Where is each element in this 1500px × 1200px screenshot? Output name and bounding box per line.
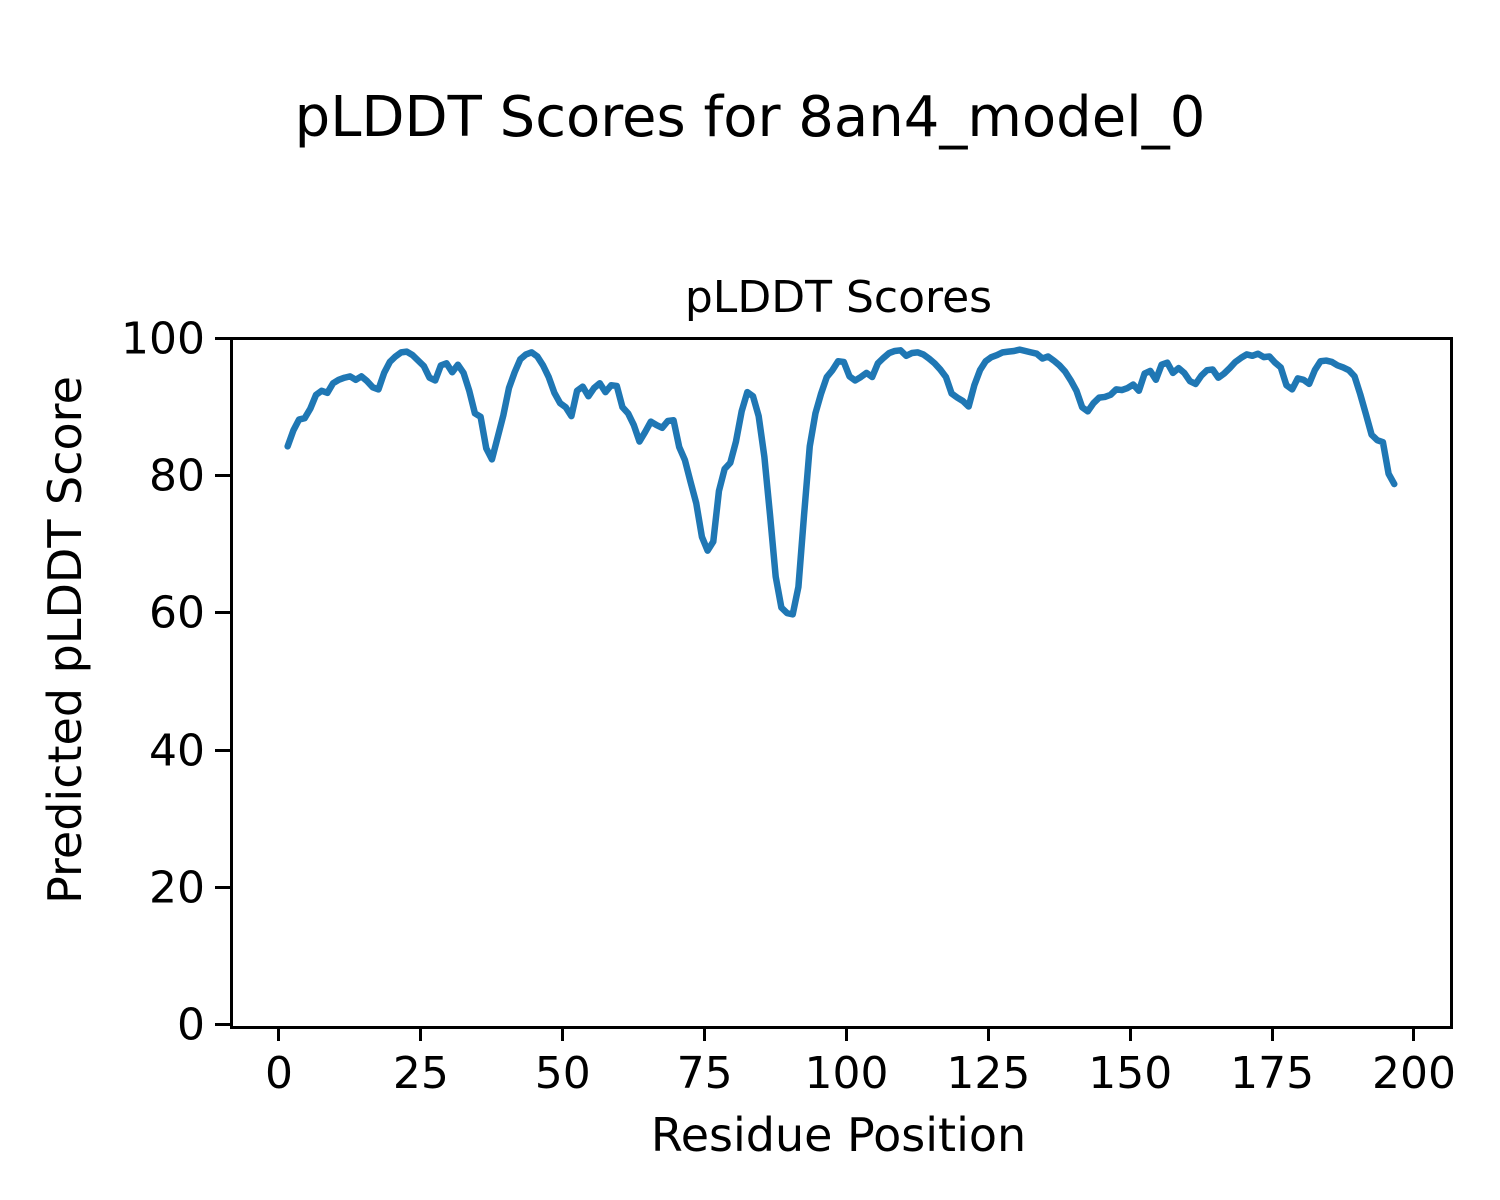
y-tick-mark bbox=[215, 748, 230, 752]
x-tick-mark bbox=[1128, 1026, 1132, 1041]
x-tick-label: 0 bbox=[264, 1048, 293, 1099]
x-tick-mark bbox=[703, 1026, 707, 1041]
x-tick-mark bbox=[1412, 1026, 1416, 1041]
x-axis-label: Residue Position bbox=[650, 1108, 1027, 1162]
x-tick-label: 200 bbox=[1371, 1048, 1456, 1099]
x-tick-mark bbox=[561, 1026, 565, 1041]
y-tick-label: 60 bbox=[149, 587, 205, 639]
x-tick-label: 75 bbox=[676, 1048, 733, 1099]
y-tick-label: 80 bbox=[149, 450, 205, 502]
y-tick-label: 0 bbox=[177, 999, 205, 1051]
x-tick-label: 125 bbox=[946, 1048, 1031, 1099]
plot-area bbox=[230, 337, 1453, 1029]
x-tick-label: 150 bbox=[1088, 1048, 1173, 1099]
x-tick-mark bbox=[986, 1026, 990, 1041]
x-tick-label: 25 bbox=[392, 1048, 449, 1099]
y-tick-mark bbox=[215, 611, 230, 615]
y-tick-mark bbox=[215, 474, 230, 478]
x-tick-mark bbox=[844, 1026, 848, 1041]
y-tick-mark bbox=[215, 885, 230, 889]
y-tick-label: 40 bbox=[149, 725, 205, 777]
x-tick-label: 175 bbox=[1230, 1048, 1315, 1099]
chart-title: pLDDT Scores bbox=[684, 272, 993, 323]
figure-title: pLDDT Scores for 8an4_model_0 bbox=[294, 85, 1206, 150]
x-tick-mark bbox=[277, 1026, 281, 1041]
y-tick-label: 20 bbox=[149, 862, 205, 914]
plddt-series-line bbox=[284, 346, 1398, 618]
x-tick-mark bbox=[1270, 1026, 1274, 1041]
x-tick-label: 100 bbox=[804, 1048, 889, 1099]
y-tick-mark bbox=[215, 337, 230, 340]
y-tick-mark bbox=[215, 1023, 230, 1026]
x-tick-label: 50 bbox=[534, 1048, 591, 1099]
x-tick-mark bbox=[419, 1026, 423, 1041]
plddt-line-chart bbox=[284, 346, 1398, 618]
y-tick-label: 100 bbox=[121, 313, 205, 365]
